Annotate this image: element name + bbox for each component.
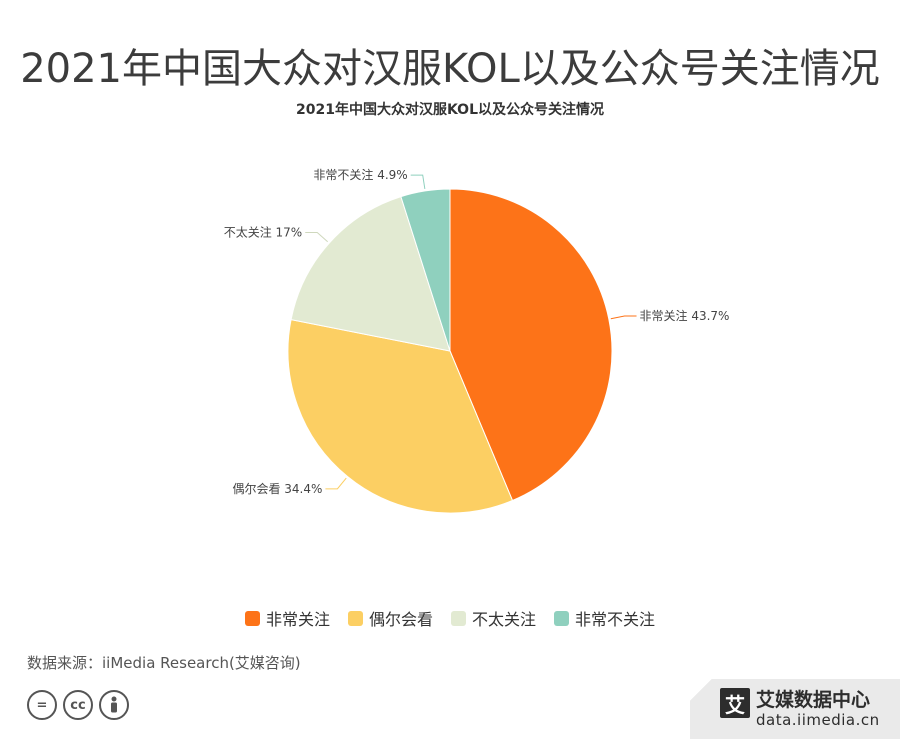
legend-label: 非常不关注 xyxy=(575,610,656,629)
legend-label: 偶尔会看 xyxy=(368,610,433,629)
leader-line xyxy=(610,315,637,320)
legend-swatch xyxy=(244,610,260,626)
pie-slice[interactable] xyxy=(400,188,451,352)
person-icon xyxy=(99,690,129,720)
chart-title: 2021年中国大众对汉服KOL以及公众号关注情况 xyxy=(295,102,604,118)
cc-icon: cc xyxy=(63,690,93,720)
legend-item[interactable]: 偶尔会看 xyxy=(347,606,433,630)
equals-icon: = xyxy=(27,690,57,720)
page-title: 2021年中国大众对汉服KOL以及公众号关注情况 xyxy=(20,46,880,92)
slice-label: 不太关注 17% xyxy=(224,224,303,239)
pie-slice[interactable] xyxy=(290,195,451,352)
brand-name: 艾媒数据中心 xyxy=(756,689,871,711)
data-source: 数据来源：iiMedia Research(艾媒咨询) xyxy=(27,654,301,672)
license-icons: = cc xyxy=(27,690,129,720)
legend-swatch xyxy=(451,610,466,626)
slice-label: 非常不关注 4.9% xyxy=(313,167,407,182)
person-glyph xyxy=(111,696,117,713)
legend-swatch xyxy=(347,610,363,626)
slice-label: 非常关注 43.7% xyxy=(640,308,730,323)
pie-chart: 非常关注 43.7% 偶尔会看 34.4% 不太关注 17% 非常不关注 4.9% xyxy=(224,167,730,514)
chart-legend: 非常关注 偶尔会看 不太关注 非常不关注 xyxy=(0,606,900,630)
legend-label: 非常关注 xyxy=(265,610,330,629)
legend-item[interactable]: 非常关注 xyxy=(244,606,330,630)
legend-item[interactable]: 不太关注 xyxy=(451,606,536,630)
legend-label: 不太关注 xyxy=(472,610,537,629)
pie-slice[interactable] xyxy=(287,319,514,514)
leader-line xyxy=(325,477,347,490)
legend-item[interactable]: 非常不关注 xyxy=(554,606,655,630)
pie-slice[interactable] xyxy=(449,188,613,502)
brand-logo: 艾 xyxy=(720,688,750,718)
leader-line xyxy=(305,231,328,243)
slice-label: 偶尔会看 34.4% xyxy=(232,481,322,496)
brand-watermark: 艾 艾媒数据中心 data.iimedia.cn xyxy=(690,679,900,739)
brand-url: data.iimedia.cn xyxy=(756,711,880,729)
legend-swatch xyxy=(554,610,570,626)
leader-line xyxy=(410,174,426,190)
